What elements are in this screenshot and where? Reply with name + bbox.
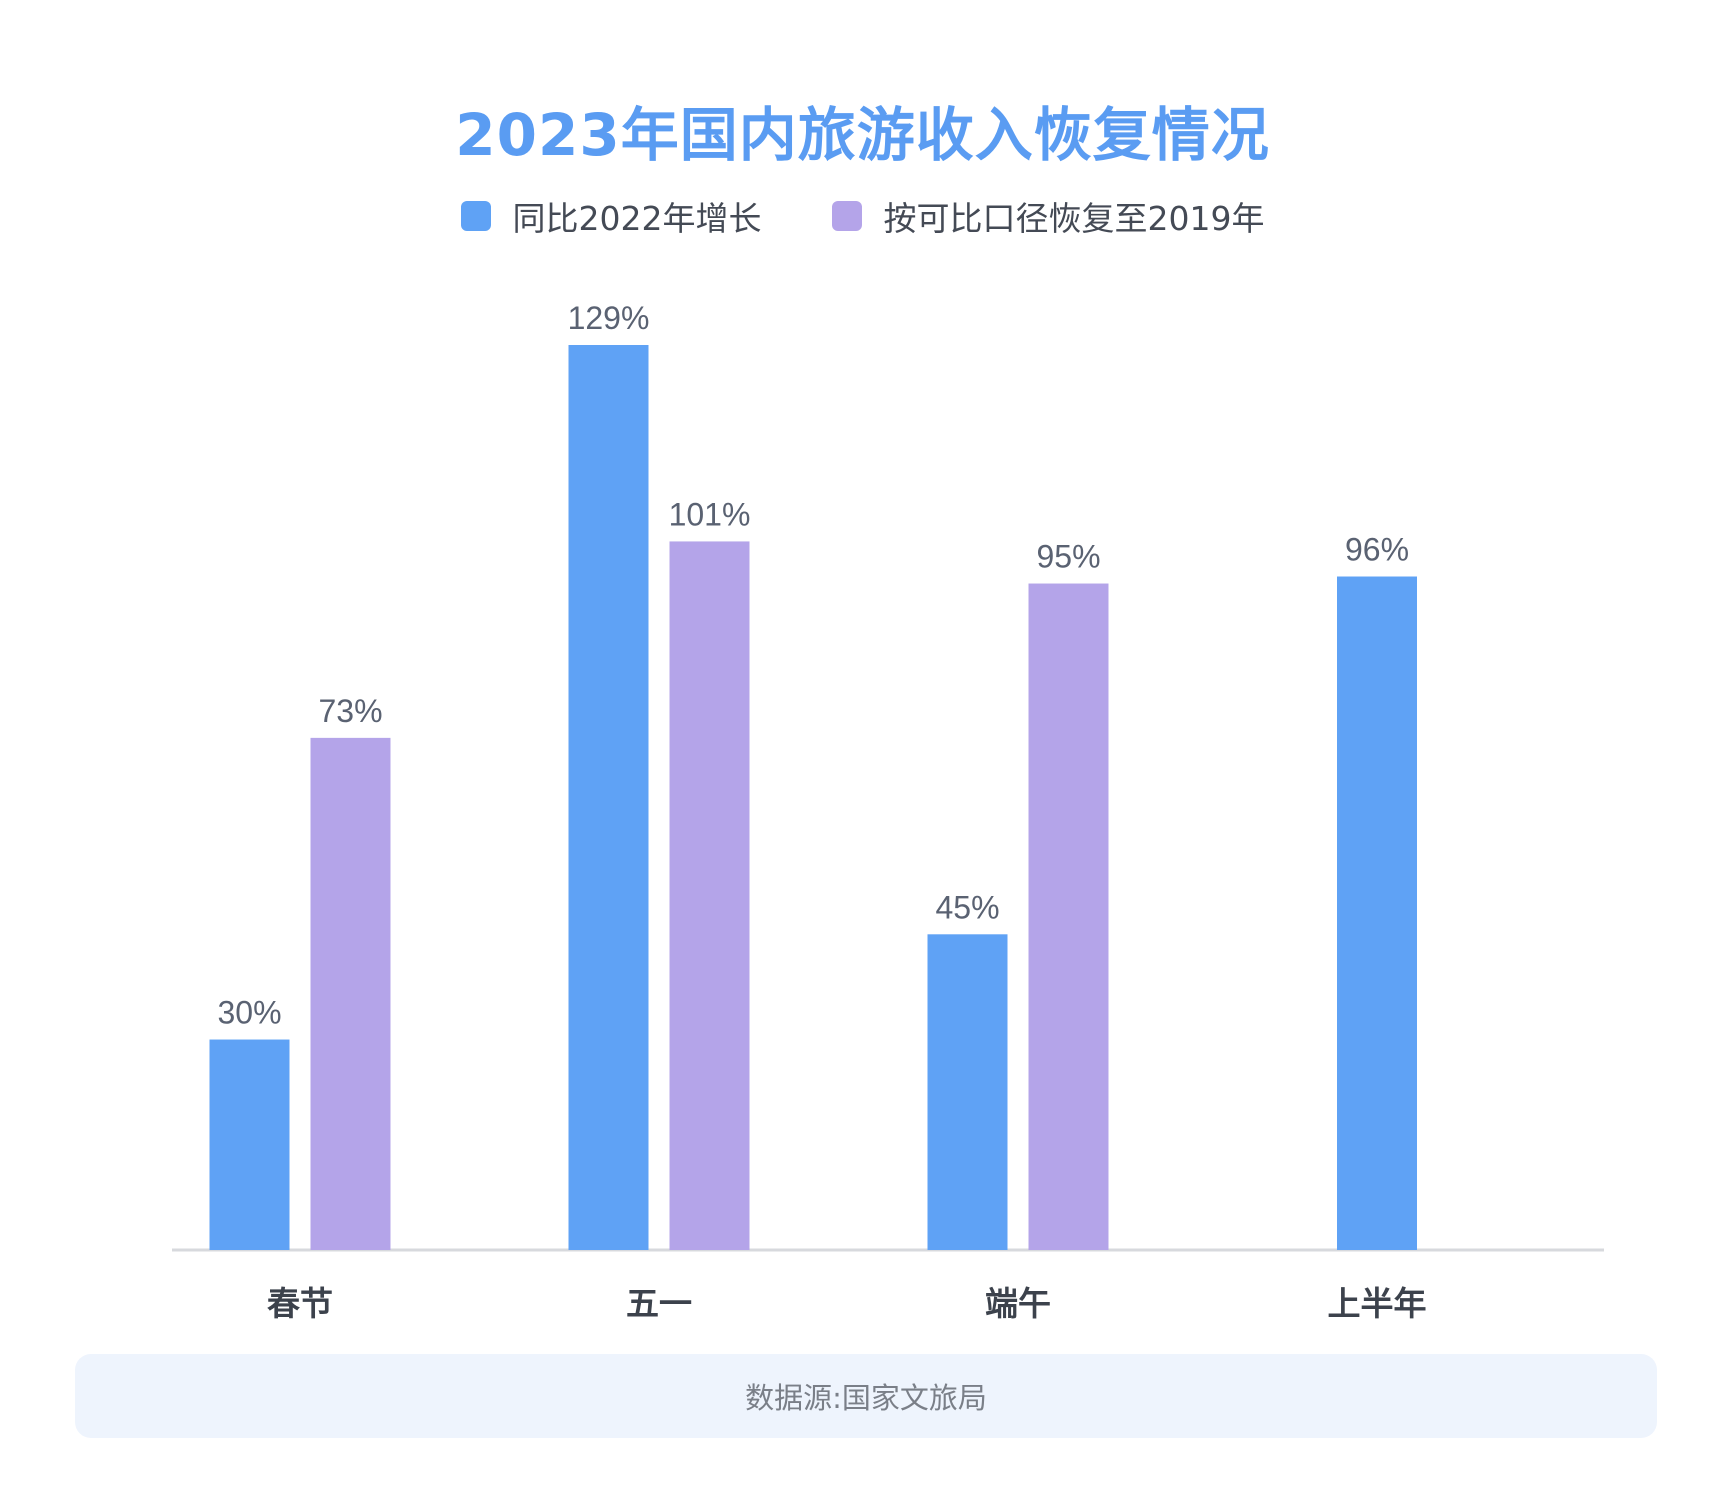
x-tick-label: 端午 (985, 1284, 1051, 1323)
bar-1-上半年 (1337, 576, 1417, 1250)
source-note: 数据源:国家文旅局 (75, 1354, 1657, 1438)
legend: 同比2022年增长 按可比口径恢复至2019年 (0, 192, 1725, 240)
source-text: 数据源:国家文旅局 (745, 1381, 987, 1415)
bar-1-五一 (568, 345, 649, 1250)
data-label-1-春节: 30% (217, 995, 281, 1031)
x-tick-label: 春节 (267, 1284, 333, 1323)
data-label-2-五一: 101% (669, 496, 751, 532)
bar-1-春节 (209, 1039, 290, 1250)
legend-item-series2: 按可比口径恢复至2019年 (831, 192, 1265, 240)
data-label-1-端午: 45% (935, 889, 999, 925)
x-tick-label: 五一 (626, 1284, 692, 1323)
legend-label-series1: 同比2022年增长 (512, 199, 762, 238)
data-label-1-上半年: 96% (1345, 532, 1409, 568)
data-label-1-五一: 129% (568, 300, 650, 336)
legend-item-series1: 同比2022年增长 (460, 192, 762, 240)
chart-title: 2023年国内旅游收入恢复情况 (455, 101, 1270, 169)
legend-swatch-series1 (460, 201, 491, 231)
legend-swatch-series2 (831, 201, 862, 231)
x-tick-label: 上半年 (1328, 1284, 1427, 1323)
bar-2-端午 (1028, 583, 1109, 1250)
bar-chart: 30% 73% 春节 129% 101% 五一 45% 95% 端午 96% 上半年 (172, 300, 1604, 1323)
data-label-2-春节: 73% (318, 693, 382, 729)
legend-label-series2: 按可比口径恢复至2019年 (883, 199, 1265, 238)
data-label-2-端午: 95% (1036, 539, 1100, 575)
bar-2-春节 (310, 737, 391, 1250)
bar-2-五一 (669, 541, 750, 1250)
bar-1-端午 (927, 934, 1008, 1250)
